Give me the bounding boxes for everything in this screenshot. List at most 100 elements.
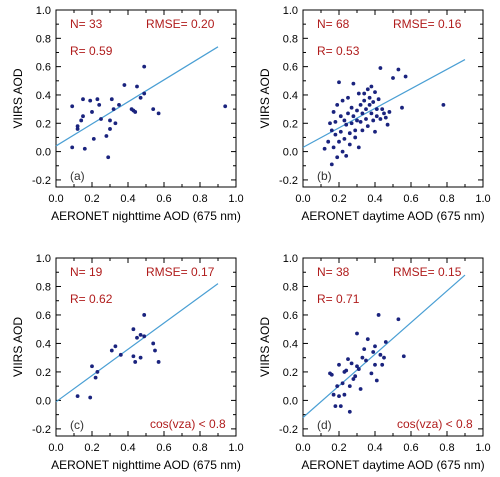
data-point	[109, 348, 114, 353]
data-point	[99, 117, 103, 121]
data-point	[355, 331, 359, 336]
scatter-panel-a: 0.0 0.2 0.4 0.6 0.8 1.0 -0.2 0.0 0.2 0.4 0.6 0.8 1.0…	[11, 5, 244, 223]
data-point	[373, 129, 377, 134]
data-point	[365, 87, 370, 92]
panel-label: (b)	[317, 169, 332, 183]
stat-r: R= 0.53	[317, 44, 360, 58]
data-point	[374, 107, 379, 112]
data-point	[351, 114, 356, 119]
regression-line	[302, 274, 466, 418]
y-tick-label: -0.2	[279, 175, 298, 187]
data-point	[331, 392, 336, 397]
y-tick-label: 1.0	[36, 253, 51, 265]
data-point	[347, 409, 352, 414]
x-axis-label: AERONET daytime AOD (675 nm)	[301, 209, 484, 223]
data-point	[337, 394, 341, 399]
data-point	[376, 97, 381, 102]
data-point	[369, 84, 374, 89]
data-point	[131, 327, 136, 332]
data-point	[331, 145, 336, 150]
data-point	[329, 162, 334, 167]
x-tick-label: 1.0	[475, 442, 490, 454]
x-tick-label: 0.6	[403, 442, 418, 454]
stat-rmse: RMSE= 0.20	[146, 17, 215, 31]
data-point	[340, 381, 345, 386]
y-tick-label: 1.0	[36, 5, 51, 17]
data-point	[337, 139, 341, 144]
data-point	[382, 355, 386, 360]
data-point	[122, 83, 127, 87]
y-tick-label: 0.0	[36, 395, 51, 407]
data-point	[337, 362, 341, 367]
data-point	[355, 118, 359, 123]
data-point	[142, 334, 147, 339]
x-tick-label: 1.0	[228, 442, 243, 454]
stat-n: N= 68	[317, 17, 350, 31]
data-point	[353, 128, 358, 133]
data-point	[383, 340, 388, 344]
data-point	[133, 360, 138, 364]
data-point	[400, 105, 404, 110]
data-point	[156, 111, 161, 116]
y-tick-label: 0.0	[36, 147, 51, 159]
data-point	[95, 97, 100, 102]
data-point	[335, 155, 340, 160]
data-point	[90, 364, 94, 369]
stat-condition: cos(vza) < 0.8	[397, 417, 473, 431]
data-point	[356, 145, 361, 150]
data-point	[358, 387, 363, 391]
scatter-panel-b: 0.0 0.2 0.4 0.6 0.8 1.0 -0.2 0.0 0.2 0.4 0.6 0.8 1.0…	[258, 5, 491, 223]
data-point	[95, 370, 100, 374]
data-point	[138, 332, 143, 337]
data-point	[373, 344, 377, 349]
data-point	[113, 121, 118, 126]
data-point	[88, 98, 93, 103]
data-point	[331, 110, 336, 114]
y-tick-label: 0.8	[36, 281, 51, 293]
data-point	[335, 384, 340, 389]
data-point	[355, 364, 359, 369]
data-point	[326, 139, 331, 144]
data-point	[151, 107, 156, 112]
x-tick-label: 0.2	[331, 193, 346, 205]
y-tick-label: 0.4	[283, 90, 298, 102]
regression-line	[55, 46, 219, 147]
data-point	[113, 344, 118, 349]
data-point	[349, 105, 354, 110]
data-point	[378, 117, 383, 121]
y-tick-label: -0.2	[32, 175, 51, 187]
data-point	[369, 111, 374, 116]
x-axis-label: AERONET daytime AOD (675 nm)	[301, 458, 484, 472]
data-point	[342, 392, 347, 397]
data-point	[376, 313, 381, 317]
stat-n: N= 19	[70, 265, 103, 279]
data-point	[93, 375, 98, 380]
y-tick-label: 0.6	[283, 62, 298, 74]
data-point	[403, 74, 408, 79]
data-point	[401, 354, 406, 359]
y-tick-label: 0.2	[283, 367, 298, 379]
data-point	[360, 111, 365, 116]
data-point	[79, 118, 84, 123]
data-point	[338, 404, 343, 408]
y-tick-label: 0.8	[283, 281, 298, 293]
data-point	[374, 114, 379, 119]
data-point	[396, 317, 401, 322]
stat-rmse: RMSE= 0.17	[146, 265, 215, 279]
data-point	[351, 377, 356, 381]
data-point	[344, 368, 349, 373]
y-tick-label: 0.2	[36, 367, 51, 379]
data-point	[441, 102, 446, 107]
stat-n: N= 38	[317, 265, 350, 279]
x-tick-label: 0.8	[439, 442, 454, 454]
data-point	[364, 107, 368, 112]
data-point	[81, 97, 85, 102]
y-tick-label: -0.2	[32, 424, 51, 436]
regression-line	[302, 59, 466, 148]
data-point	[383, 115, 388, 120]
data-point	[349, 121, 354, 126]
data-point	[346, 95, 350, 100]
y-tick-label: 0.6	[283, 310, 298, 322]
data-point	[108, 118, 112, 123]
